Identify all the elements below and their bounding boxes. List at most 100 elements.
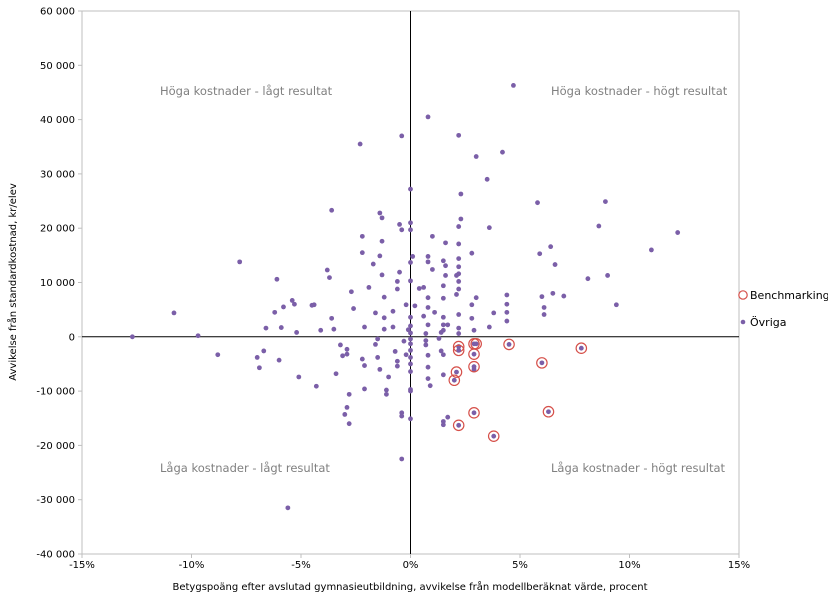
benchmarking-point: [452, 419, 465, 432]
ovriga-point: [425, 295, 431, 301]
ovriga-point: [511, 82, 516, 88]
ovriga-point: [408, 355, 413, 360]
ovriga-point: [381, 326, 387, 332]
ovriga-point: [274, 276, 280, 282]
ovriga-point: [548, 244, 554, 250]
ovriga-point: [443, 273, 448, 278]
ovriga-point: [366, 284, 372, 290]
ovriga-point: [381, 294, 387, 300]
ovriga-point: [384, 387, 389, 393]
ovriga-point: [357, 141, 363, 147]
ovriga-point: [440, 352, 446, 358]
ovriga-point: [408, 347, 413, 353]
ovriga-point: [408, 369, 413, 374]
ovriga-point: [276, 357, 282, 363]
ovriga-point: [359, 233, 365, 239]
ovriga-point: [392, 349, 398, 354]
ovriga-point: [436, 336, 442, 341]
ovriga-point: [649, 247, 654, 253]
ovriga-point: [456, 271, 462, 277]
ovriga-point: [552, 262, 558, 267]
ovriga-point: [425, 322, 431, 328]
ovriga-point: [425, 376, 431, 382]
ovriga-point: [362, 363, 367, 368]
ovriga-point: [408, 227, 413, 233]
ovriga-point: [348, 289, 354, 295]
ovriga-point: [408, 220, 413, 226]
ovriga-point: [423, 342, 429, 348]
ovriga-point: [561, 293, 567, 299]
ovriga-point: [329, 315, 335, 321]
ovriga-point: [445, 414, 451, 420]
ovriga-point: [346, 421, 352, 427]
benchmarking-point-dot: [456, 422, 462, 428]
y-tick-label: 30 000: [40, 169, 75, 180]
ovriga-point: [605, 273, 610, 278]
ovriga-point: [416, 286, 422, 291]
ovriga-point: [342, 412, 348, 417]
x-tick-label: -15%: [69, 560, 95, 571]
benchmarking-point: [536, 357, 548, 369]
ovriga-point: [430, 233, 435, 239]
ovriga-point: [456, 312, 462, 317]
ovriga-point: [491, 310, 497, 316]
x-tick-label: -10%: [179, 560, 205, 571]
ovriga-point: [399, 227, 405, 233]
ovriga-point: [456, 286, 462, 292]
ovriga-point: [408, 341, 413, 347]
ovriga-point: [445, 322, 451, 328]
legend-ovriga-marker: [740, 319, 746, 325]
ovriga-point: [456, 325, 462, 331]
ovriga-point: [440, 295, 446, 301]
ovriga-point: [456, 331, 462, 336]
benchmarking-point-dot: [451, 377, 457, 383]
ovriga-point: [456, 241, 462, 247]
benchmarking-point-dot: [578, 345, 584, 351]
ovriga-point: [390, 324, 396, 330]
ovriga-point: [401, 338, 407, 344]
ovriga-point: [456, 224, 462, 229]
benchmarking-point: [468, 348, 480, 360]
ovriga-point: [377, 210, 383, 216]
y-axis-title: Avvikelse från standardkostnad, kr/elev: [6, 183, 19, 381]
benchmarking-point-dot: [471, 364, 477, 370]
ovriga-point: [256, 365, 262, 371]
ovriga-point: [440, 283, 446, 289]
ovriga-point: [408, 260, 413, 265]
ovriga-point: [379, 238, 385, 244]
ovriga-point: [318, 327, 324, 333]
ovriga-point: [397, 269, 402, 275]
ovriga-point: [504, 318, 510, 324]
ovriga-point: [440, 372, 446, 378]
ovriga-point: [432, 309, 437, 315]
benchmarking-point-dot: [491, 433, 497, 439]
legend-ovriga-label: Övriga: [750, 316, 786, 329]
ovriga-point: [603, 199, 608, 204]
ovriga-point: [443, 240, 448, 246]
ovriga-point: [421, 284, 427, 290]
ovriga-point: [541, 312, 547, 317]
quadrant-label-top-right: Höga kostnader - högt resultat: [551, 84, 728, 98]
ovriga-point: [373, 342, 378, 347]
ovriga-point: [537, 251, 543, 257]
ovriga-point: [504, 301, 510, 307]
benchmarking-point: [450, 366, 463, 378]
ovriga-point: [454, 292, 459, 297]
ovriga-point: [384, 391, 389, 397]
y-tick-label: -40 000: [36, 550, 75, 561]
ovriga-point: [370, 261, 376, 267]
ovriga-point: [359, 356, 365, 362]
y-tick-label: 60 000: [40, 7, 75, 18]
ovriga-point: [440, 327, 446, 333]
ovriga-point: [397, 221, 402, 227]
benchmarking-point: [575, 342, 588, 355]
benchmarking-point: [452, 344, 465, 357]
ovriga-point: [333, 371, 339, 377]
ovriga-point: [292, 301, 297, 307]
benchmarking-point-dot: [473, 341, 479, 347]
ovriga-point: [423, 331, 429, 336]
ovriga-point: [484, 176, 490, 182]
ovriga-point: [425, 114, 431, 120]
ovriga-point: [215, 352, 221, 358]
